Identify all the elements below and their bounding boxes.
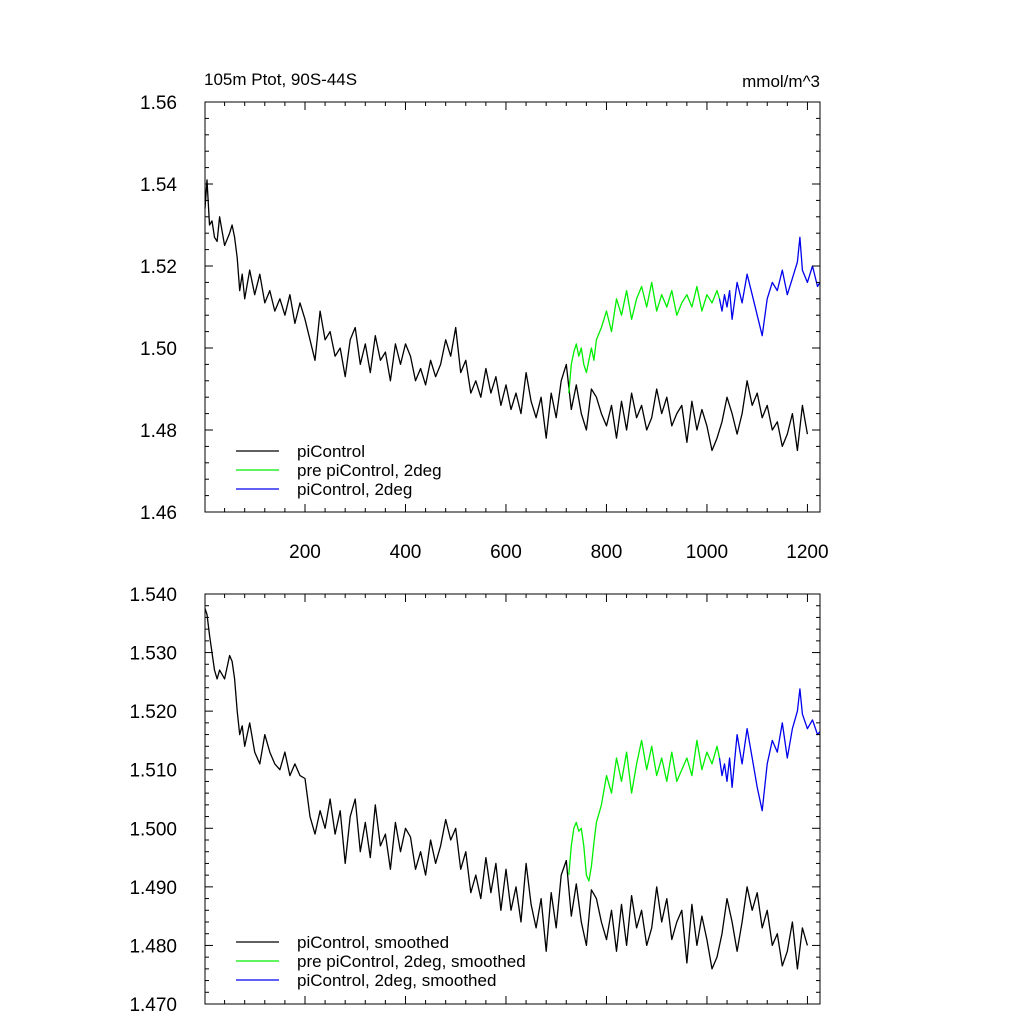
legend-label-piControl: piControl bbox=[297, 442, 365, 461]
y-tick-label: 1.46 bbox=[140, 503, 177, 524]
series-line-pre-picontrol-2deg bbox=[568, 281, 721, 394]
legend-label-piControl-2deg: piControl, 2deg bbox=[297, 480, 412, 499]
y-tick-label: 1.48 bbox=[140, 421, 177, 442]
x-tick-label: 200 bbox=[289, 542, 321, 563]
top-panel: 105m Ptot, 90S-44S mmol/m^3 1.46 1.48 1.50… bbox=[140, 70, 829, 563]
top-series bbox=[204, 179, 821, 452]
top-y-ticks: 1.46 1.48 1.50 1.52 1.54 1.56 bbox=[140, 93, 820, 524]
x-tick-label: 1000 bbox=[686, 542, 728, 563]
x-tick-label: 800 bbox=[591, 542, 623, 563]
legend-label-pre-piControl-2deg: pre piControl, 2deg bbox=[297, 461, 442, 480]
y-tick-label: 1.470 bbox=[129, 995, 177, 1016]
x-tick-label: 1200 bbox=[786, 542, 828, 563]
x-tick-label: 400 bbox=[390, 542, 422, 563]
series-line-picontrol-smoothed bbox=[204, 608, 809, 970]
legend-label-pre-piControl-2deg-smoothed: pre piControl, 2deg, smoothed bbox=[297, 952, 526, 971]
bottom-x-ticks bbox=[224, 594, 808, 1004]
bottom-legend: piControl, smoothed pre piControl, 2deg,… bbox=[236, 933, 526, 990]
y-tick-label: 1.520 bbox=[129, 702, 177, 723]
legend-label-piControl-2deg-smoothed: piControl, 2deg, smoothed bbox=[297, 971, 496, 990]
top-title-left: 105m Ptot, 90S-44S bbox=[204, 70, 357, 89]
bottom-panel: 1.470 1.480 1.490 1.500 1.510 1.520 1.530 1.540… bbox=[129, 585, 821, 1016]
legend-label-piControl-smoothed: piControl, smoothed bbox=[297, 933, 449, 952]
top-plot-frame bbox=[204, 101, 821, 513]
bottom-plot-frame bbox=[204, 593, 821, 1005]
y-tick-label: 1.510 bbox=[129, 761, 177, 782]
x-tick-label: 600 bbox=[490, 542, 522, 563]
y-tick-label: 1.54 bbox=[140, 175, 177, 196]
series-line-pre-picontrol-2deg-smoothed bbox=[568, 739, 721, 882]
top-legend: piControl pre piControl, 2deg piControl,… bbox=[236, 442, 442, 499]
y-tick-label: 1.530 bbox=[129, 644, 177, 665]
series-line-picontrol-2deg bbox=[718, 236, 821, 337]
series-line-picontrol bbox=[204, 179, 809, 452]
top-units-label: mmol/m^3 bbox=[742, 72, 820, 91]
y-tick-label: 1.50 bbox=[140, 339, 177, 360]
y-tick-label: 1.540 bbox=[129, 585, 177, 606]
y-tick-label: 1.52 bbox=[140, 257, 177, 278]
y-tick-label: 1.490 bbox=[129, 878, 177, 899]
y-tick-label: 1.480 bbox=[129, 936, 177, 957]
top-x-ticks: 200 400 600 800 1000 1200 bbox=[224, 102, 829, 563]
y-tick-label: 1.500 bbox=[129, 819, 177, 840]
bottom-y-ticks: 1.470 1.480 1.490 1.500 1.510 1.520 1.530 1.540 bbox=[129, 585, 820, 1016]
bottom-series bbox=[204, 608, 821, 970]
series-line-picontrol-2deg-smoothed bbox=[718, 688, 821, 812]
y-tick-label: 1.56 bbox=[140, 93, 177, 114]
